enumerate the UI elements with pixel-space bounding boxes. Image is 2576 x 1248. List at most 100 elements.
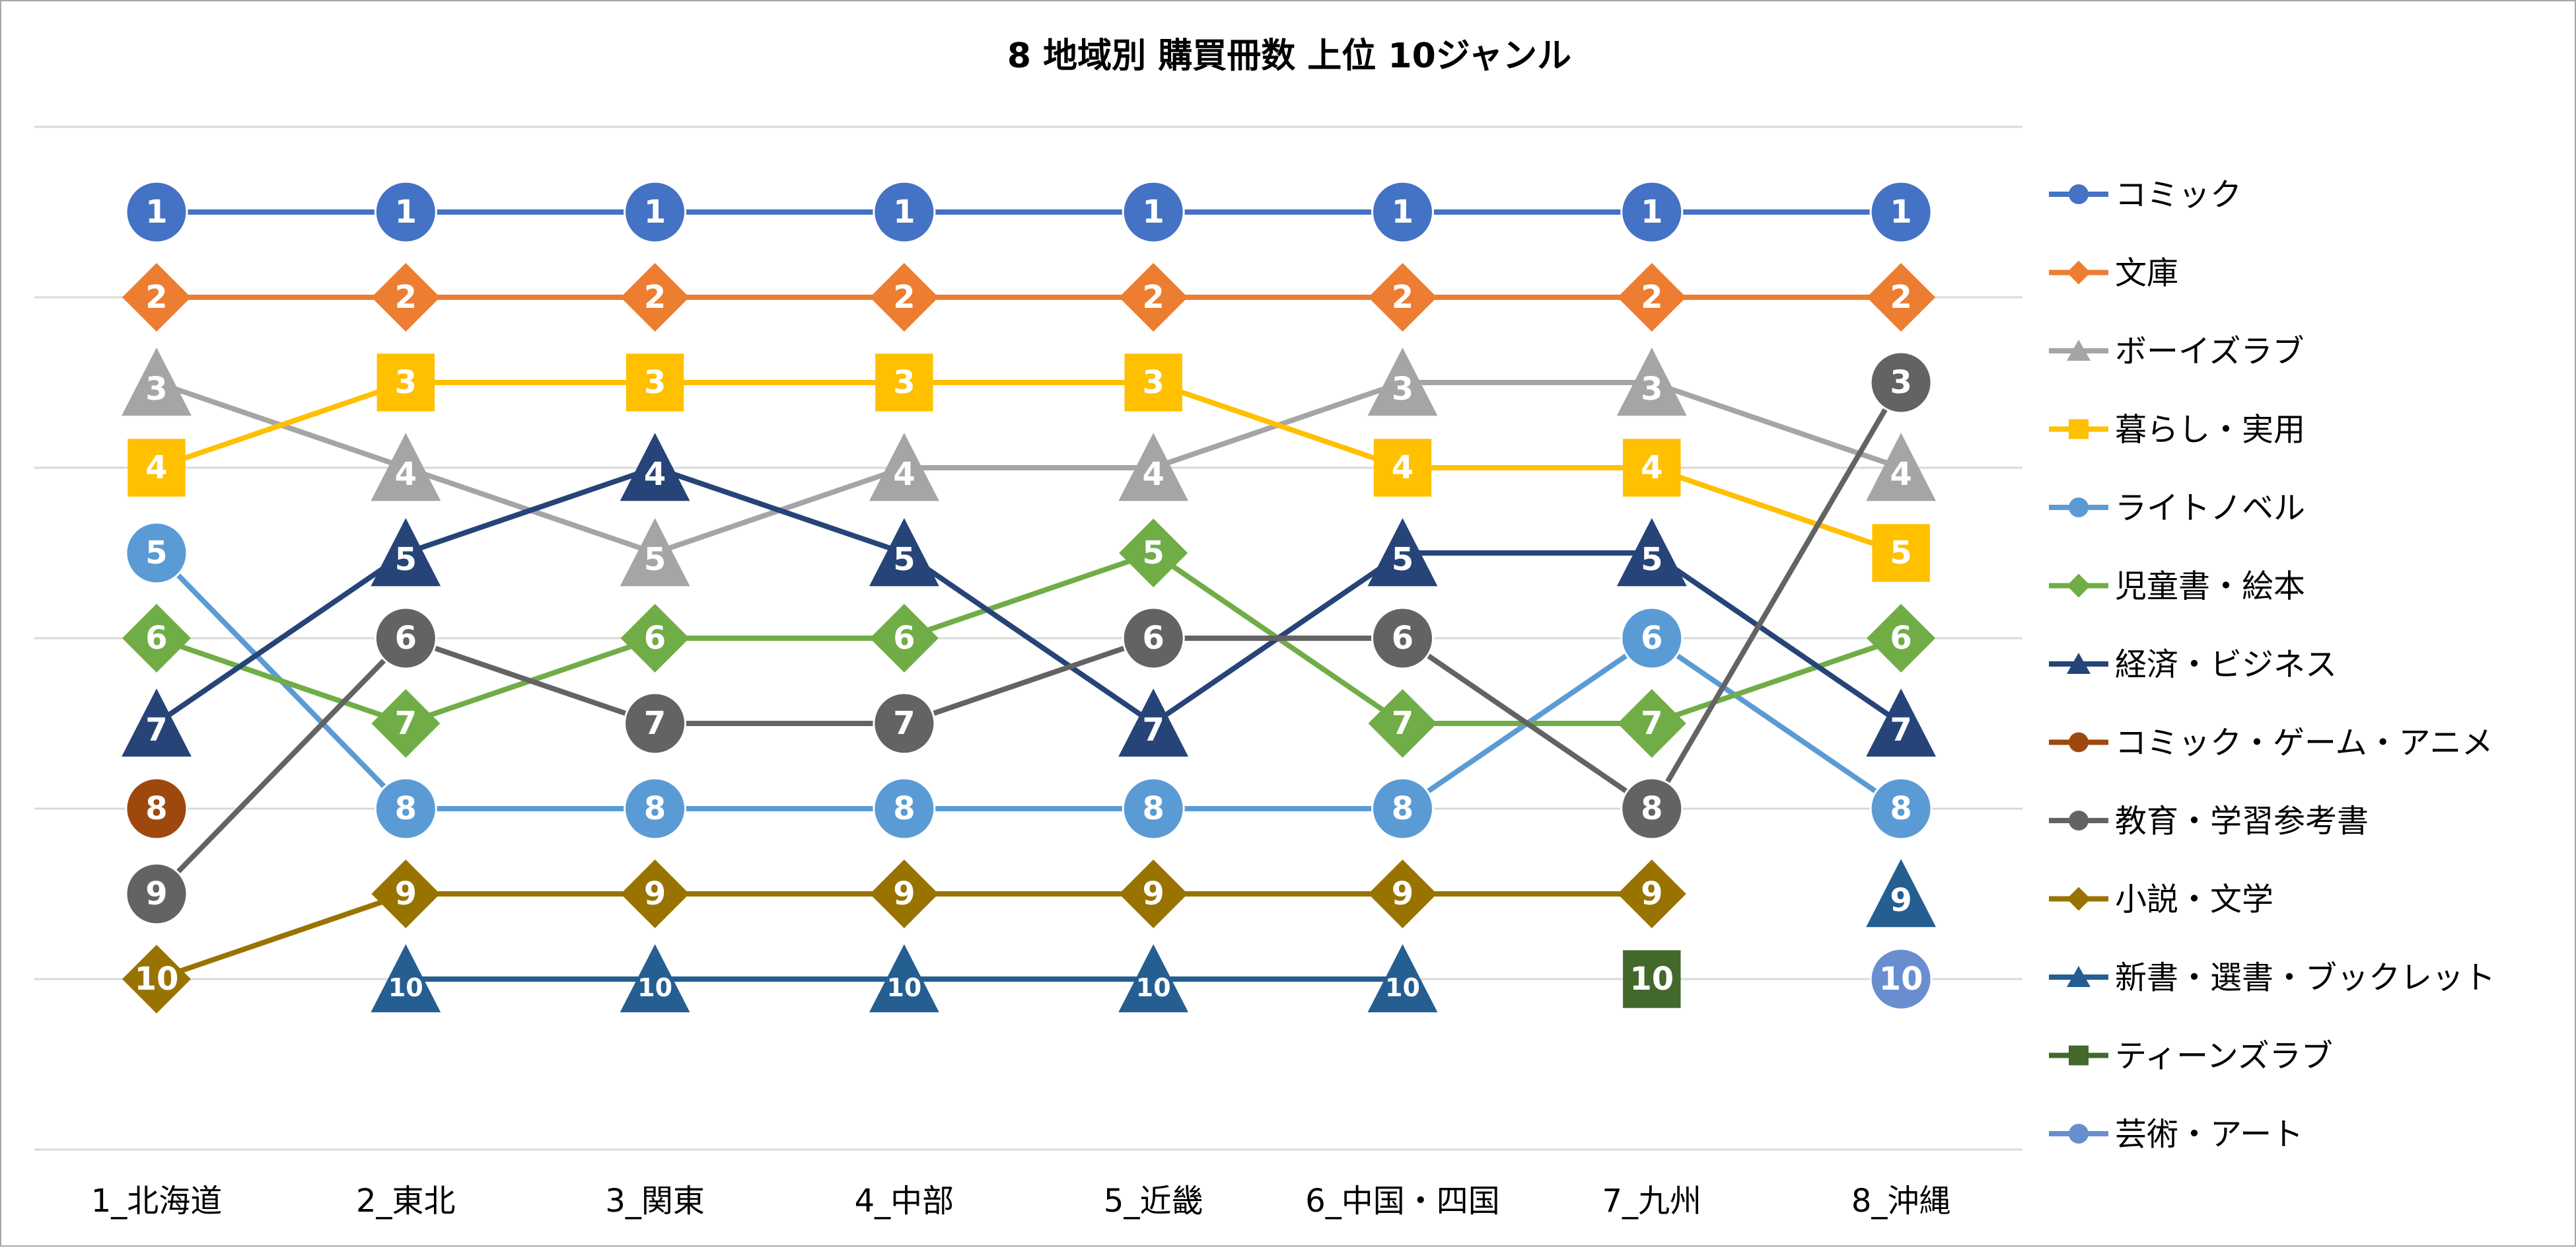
data-label: 10 — [135, 961, 179, 998]
data-point-marker — [1869, 947, 1933, 1011]
data-point-marker — [374, 606, 437, 670]
data-label: 3 — [395, 364, 417, 401]
data-label: 10 — [1136, 973, 1171, 1002]
legend-label: ティーンズラブ — [2115, 1038, 2333, 1075]
data-label: 7 — [1890, 712, 1912, 749]
legend: コミック文庫ボーイズラブ暮らし・実用ライトノベル児童書・絵本経済・ビジネスコミッ… — [2049, 176, 2495, 1153]
data-point-marker — [1119, 263, 1188, 332]
data-point-marker — [1623, 439, 1681, 497]
data-label: 10 — [1385, 973, 1420, 1002]
data-point-marker — [1122, 180, 1185, 244]
data-point: 6 — [620, 604, 690, 673]
legend-marker — [2067, 653, 2091, 674]
data-point-marker — [626, 353, 684, 412]
series-line-segment — [1649, 380, 1904, 811]
legend-marker — [2069, 419, 2089, 439]
data-point-marker — [1367, 348, 1438, 416]
x-tick-label: 4_中部 — [855, 1183, 954, 1220]
data-point-marker — [1617, 860, 1686, 928]
data-label: 7 — [1641, 705, 1663, 742]
data-label: 7 — [1142, 712, 1164, 749]
series-line-segment — [901, 550, 1157, 641]
legend-label: 児童書・絵本 — [2115, 568, 2305, 605]
data-point: 10 — [1869, 947, 1933, 1011]
legend-entry: 暮らし・実用 — [2049, 412, 2305, 449]
series-line-segment — [1400, 636, 1655, 811]
data-point: 3 — [1869, 351, 1933, 414]
data-point-marker — [873, 180, 936, 244]
legend-label: ライトノベル — [2115, 490, 2305, 527]
legend-label: 新書・選書・ブックレット — [2115, 959, 2495, 996]
legend-marker — [2069, 184, 2089, 204]
data-label: 5 — [644, 541, 666, 578]
data-point: 10 — [1118, 944, 1189, 1013]
data-point: 4 — [1866, 433, 1936, 501]
data-label: 9 — [1641, 875, 1663, 912]
data-point-marker — [620, 433, 690, 501]
series-line-segment — [1649, 636, 1904, 726]
data-point: 8 — [1620, 777, 1684, 840]
data-label: 1 — [395, 194, 417, 231]
data-label: 5 — [1142, 534, 1164, 571]
data-point-marker — [624, 777, 687, 840]
data-point: 1 — [125, 180, 188, 244]
data-point: 5 — [371, 518, 441, 587]
data-point-marker — [371, 263, 441, 332]
data-point-marker — [125, 521, 188, 585]
data-point: 3 — [376, 353, 435, 412]
legend-entry: コミック・ゲーム・アニメ — [2049, 725, 2493, 762]
data-point: 8 — [125, 777, 188, 840]
data-point-marker — [1371, 180, 1434, 244]
data-point-marker — [1373, 439, 1432, 497]
data-point: 5 — [1119, 519, 1188, 587]
data-point: 6 — [1620, 606, 1684, 670]
data-point: 5 — [125, 521, 188, 585]
data-point-marker — [1616, 348, 1687, 416]
legend-entry: 文庫 — [2049, 255, 2178, 292]
data-label: 2 — [1142, 279, 1164, 316]
series-lines — [154, 209, 1904, 982]
x-tick-label: 5_近畿 — [1104, 1183, 1203, 1220]
legend-entry: 小説・文学 — [2049, 881, 2273, 918]
data-label: 2 — [1641, 279, 1663, 316]
data-point-marker — [1118, 433, 1189, 501]
data-point: 8 — [374, 777, 437, 840]
x-tick-label: 1_北海道 — [91, 1183, 223, 1220]
data-label: 6 — [1641, 620, 1663, 657]
data-point-marker — [122, 263, 191, 332]
data-point: 2 — [869, 263, 939, 332]
data-point-marker — [1371, 606, 1434, 670]
series-line-segment — [154, 550, 409, 726]
data-point-marker — [1616, 518, 1687, 587]
data-point: 7 — [122, 688, 192, 757]
data-label: 9 — [145, 875, 167, 912]
data-label: 5 — [893, 541, 915, 578]
data-point-marker — [122, 348, 192, 416]
data-label: 6 — [1392, 620, 1413, 657]
data-point-marker — [122, 688, 192, 757]
legend-entry: 芸術・アート — [2049, 1116, 2303, 1153]
data-label: 8 — [644, 790, 666, 827]
data-point-marker — [873, 777, 936, 840]
data-point: 6 — [122, 604, 191, 673]
data-point: 10 — [1623, 950, 1681, 1008]
data-point: 10 — [371, 944, 441, 1013]
legend-label: コミック — [2115, 176, 2242, 213]
data-point-marker — [1371, 777, 1434, 840]
data-point-marker — [1867, 604, 1936, 673]
data-label: 5 — [1641, 541, 1663, 578]
legend-label: 小説・文学 — [2115, 881, 2273, 918]
series-line-segment — [403, 465, 658, 556]
data-label: 7 — [395, 705, 417, 742]
data-label: 3 — [893, 364, 915, 401]
data-label: 7 — [644, 705, 666, 742]
data-point-marker — [1368, 263, 1437, 332]
data-label: 6 — [145, 620, 167, 657]
series-line-segment — [652, 465, 907, 556]
data-point-marker — [1620, 180, 1684, 244]
series-line-segment — [1649, 636, 1904, 811]
data-point: 8 — [1122, 777, 1185, 840]
data-point: 8 — [1869, 777, 1933, 840]
data-point-marker — [620, 860, 690, 928]
